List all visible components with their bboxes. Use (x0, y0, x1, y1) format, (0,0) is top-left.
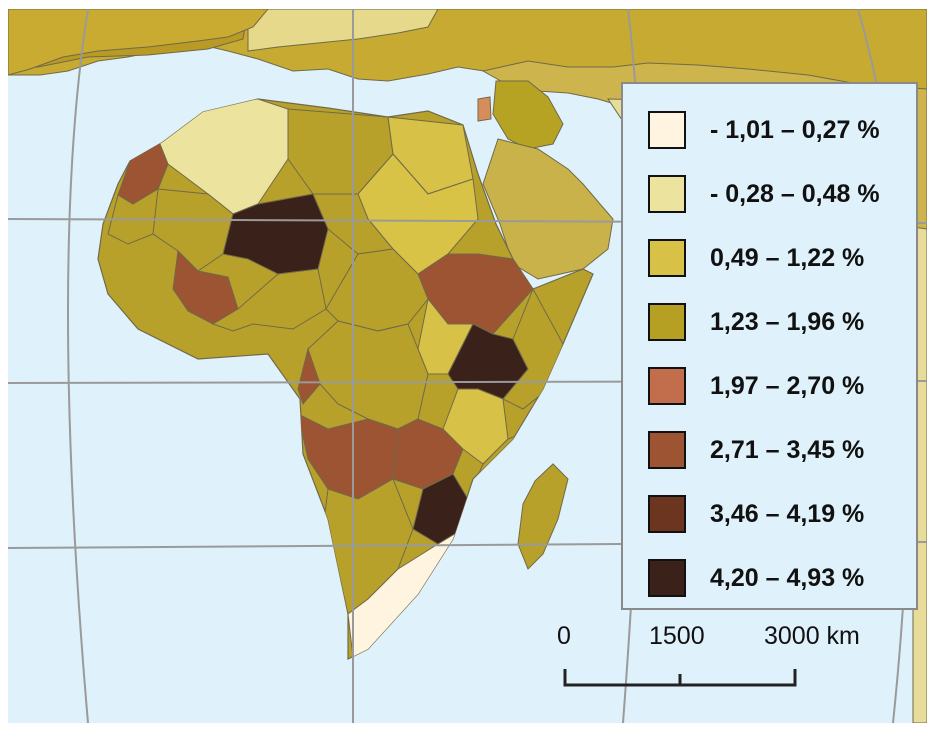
mali (152, 188, 234, 272)
legend-swatch (648, 239, 686, 277)
legend-label: - 1,01 – 0,27 % (710, 116, 880, 144)
legend-label: 1,97 – 2,70 % (710, 372, 865, 400)
dr-congo (307, 320, 429, 430)
scale-label-0: 0 (557, 622, 571, 650)
legend-swatch (648, 303, 686, 341)
legend-item: 3,46 – 4,19 % (648, 495, 908, 539)
legend-label: 3,46 – 4,19 % (710, 500, 865, 528)
scale-bar (563, 669, 797, 687)
legend: - 1,01 – 0,27 % - 0,28 – 0,48 % 0,49 – 1… (621, 82, 918, 610)
legend-item: 1,23 – 1,96 % (648, 303, 908, 347)
tanzania (442, 388, 509, 465)
legend-item: 0,49 – 1,22 % (648, 239, 908, 283)
legend-swatch (648, 175, 686, 213)
legend-swatch (648, 495, 686, 533)
arabian-peninsula (482, 138, 614, 280)
north-coast-europe (8, 9, 269, 76)
scale-label-3000-km: 3000 km (764, 622, 860, 650)
legend-item: 4,20 – 4,93 % (648, 559, 908, 603)
legend-swatch (648, 431, 686, 469)
legend-label: - 0,28 – 0,48 % (710, 180, 880, 208)
legend-label: 1,23 – 1,96 % (710, 308, 865, 336)
levant (477, 96, 492, 122)
legend-swatch (648, 559, 686, 597)
congo (297, 347, 321, 405)
legend-item: - 1,01 – 0,27 % (648, 111, 908, 155)
legend-item: 2,71 – 3,45 % (648, 431, 908, 475)
central-europe (247, 9, 439, 52)
graticule-line (67, 9, 89, 723)
legend-label: 4,20 – 4,93 % (710, 564, 865, 592)
madagascar (517, 463, 569, 570)
legend-swatch (648, 367, 686, 405)
africa-population-growth-map: - 1,01 – 0,27 % - 0,28 – 0,48 % 0,49 – 1… (8, 9, 927, 723)
legend-swatch (648, 111, 686, 149)
legend-label: 0,49 – 1,22 % (710, 244, 865, 272)
legend-item: 1,97 – 2,70 % (648, 367, 908, 411)
iraq (492, 80, 564, 150)
zambia (392, 418, 464, 490)
legend-item: - 0,28 – 0,48 % (648, 175, 908, 219)
scale-label-1500: 1500 (649, 622, 705, 650)
legend-label: 2,71 – 3,45 % (710, 436, 865, 464)
